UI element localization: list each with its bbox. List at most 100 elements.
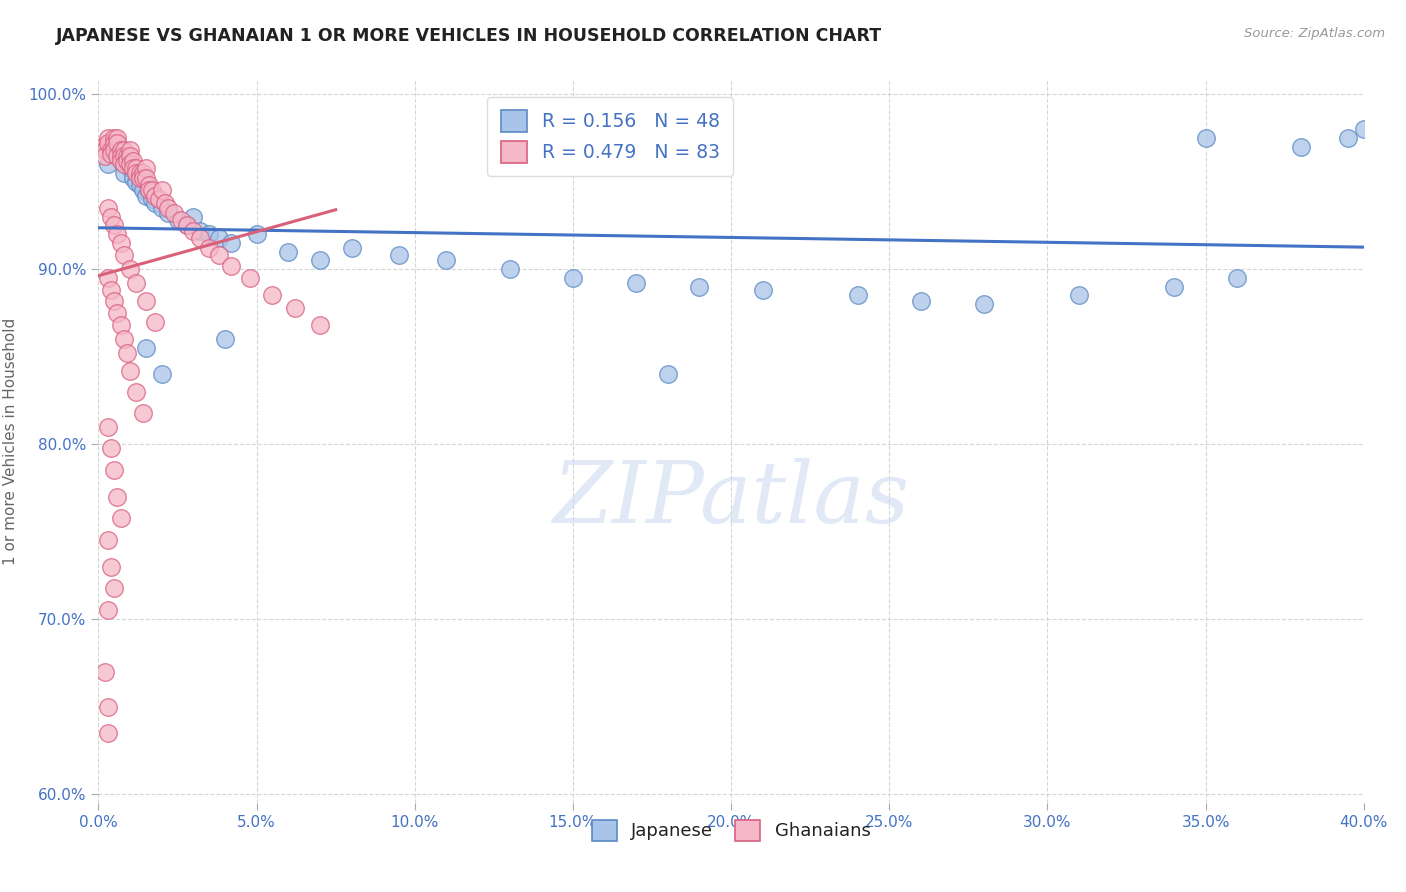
Point [157, 201, 180, 215]
Point [100, 559, 122, 574]
Point [112, 166, 135, 180]
Point [97, 201, 120, 215]
Text: Source: ZipAtlas.com: Source: ZipAtlas.com [1244, 27, 1385, 40]
Point [120, 364, 141, 378]
Point [688, 279, 710, 293]
Point [128, 178, 150, 193]
Point [112, 148, 135, 162]
Point [93, 148, 117, 162]
Point [110, 510, 132, 524]
Point [148, 192, 170, 206]
Point [157, 206, 180, 220]
Text: JAPANESE VS GHANAIAN 1 OR MORE VEHICLES IN HOUSEHOLD CORRELATION CHART: JAPANESE VS GHANAIAN 1 OR MORE VEHICLES … [56, 27, 883, 45]
Point [103, 463, 125, 477]
Point [107, 136, 129, 151]
Point [141, 192, 163, 206]
Point [183, 210, 205, 224]
Point [138, 184, 160, 198]
Point [100, 210, 122, 224]
Point [183, 224, 205, 238]
Point [219, 235, 243, 250]
Point [90, 140, 112, 154]
Point [115, 346, 138, 360]
Point [103, 219, 125, 233]
Point [100, 146, 122, 161]
Point [1067, 288, 1090, 302]
Point [309, 253, 332, 268]
Point [110, 148, 132, 162]
Point [219, 259, 243, 273]
Point [112, 248, 135, 262]
Point [138, 184, 160, 198]
Point [100, 283, 122, 297]
Point [115, 153, 138, 168]
Point [138, 178, 160, 193]
Point [135, 293, 157, 308]
Point [239, 271, 262, 285]
Point [176, 219, 198, 233]
Point [846, 288, 869, 302]
Point [110, 148, 132, 162]
Point [145, 195, 166, 210]
Point [110, 153, 132, 168]
Point [141, 184, 163, 198]
Point [125, 161, 148, 175]
Point [340, 241, 363, 255]
Point [132, 184, 155, 198]
Point [150, 184, 173, 198]
Point [624, 277, 647, 291]
Point [1163, 279, 1185, 293]
Point [198, 241, 221, 255]
Point [388, 248, 411, 262]
Point [103, 140, 125, 154]
Point [277, 244, 299, 259]
Point [110, 143, 132, 157]
Point [1289, 140, 1312, 154]
Point [122, 171, 145, 186]
Point [132, 166, 155, 180]
Point [93, 665, 117, 679]
Point [208, 231, 231, 245]
Point [103, 143, 125, 157]
Point [97, 533, 120, 548]
Point [112, 143, 135, 157]
Point [145, 188, 166, 202]
Point [103, 293, 125, 308]
Point [122, 153, 145, 168]
Point [112, 332, 135, 346]
Point [135, 341, 157, 355]
Point [208, 248, 231, 262]
Point [103, 131, 125, 145]
Point [115, 157, 138, 171]
Point [107, 227, 129, 242]
Point [120, 157, 141, 171]
Point [122, 161, 145, 175]
Point [188, 224, 211, 238]
Point [128, 166, 150, 180]
Point [97, 136, 120, 151]
Point [97, 271, 120, 285]
Point [120, 143, 141, 157]
Point [163, 206, 186, 220]
Point [284, 301, 307, 315]
Text: ZIPatlas: ZIPatlas [553, 458, 910, 541]
Point [1194, 131, 1216, 145]
Point [436, 253, 458, 268]
Point [100, 441, 122, 455]
Point [169, 213, 191, 227]
Point [135, 161, 157, 175]
Point [150, 367, 173, 381]
Point [166, 213, 188, 227]
Point [751, 283, 773, 297]
Point [188, 231, 211, 245]
Point [246, 227, 269, 242]
Point [145, 315, 166, 329]
Point [561, 271, 585, 285]
Point [115, 148, 138, 162]
Point [309, 318, 332, 333]
Point [112, 157, 135, 171]
Point [176, 219, 198, 233]
Point [103, 136, 125, 151]
Point [132, 171, 155, 186]
Point [973, 297, 995, 311]
